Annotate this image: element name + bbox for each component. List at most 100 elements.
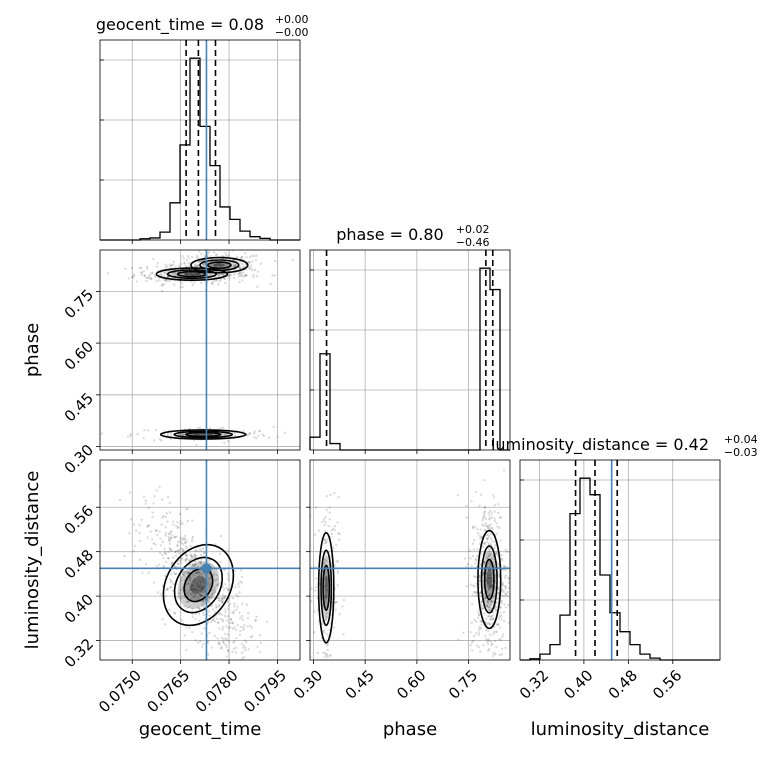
sample-point [487,637,490,641]
sample-point [487,526,491,530]
sample-point [166,495,170,499]
sample-point [488,546,491,550]
sample-point [470,621,473,624]
sample-point [234,585,237,589]
sample-point [155,489,158,492]
sample-point [199,553,202,557]
sample-point [500,618,503,621]
sample-point [484,543,487,546]
sample-point [239,257,243,260]
sample-point [180,618,184,622]
sample-point [217,272,220,276]
sample-point [185,554,189,558]
sample-point [152,439,156,442]
sample-point [477,627,481,631]
sample-point [470,603,474,606]
sample-point [221,597,224,600]
sample-point [325,494,329,498]
sample-point [485,604,489,607]
sample-point [187,571,191,575]
sample-point [487,622,491,626]
sample-point [195,591,198,594]
sample-point [159,593,162,596]
sample-point [165,560,168,564]
sample-point [160,439,163,442]
sample-point [157,563,161,566]
sample-point [196,273,199,276]
sample-point [241,266,245,269]
sample-point [488,633,492,636]
x-tick-label-phase: 0.30 [290,666,326,702]
sample-point [183,605,186,608]
sample-point [189,588,192,591]
sample-point [176,526,179,530]
sample-point [226,619,229,622]
sample-point [246,625,249,628]
y-tick-label-phase: 0.75 [61,286,97,322]
sample-point [242,271,245,274]
sample-point [465,516,468,519]
sample-point [184,541,187,544]
sample-point [484,578,488,581]
sample-point [322,562,326,565]
sample-point [219,427,223,430]
sample-point [200,585,203,589]
sample-point [324,585,327,589]
sample-point [240,279,244,282]
sample-point [485,556,489,560]
sample-point [333,525,337,528]
sample-point [236,605,239,608]
sample-point [147,571,150,574]
sample-point [488,584,491,588]
sample-point [336,583,339,587]
sample-point [233,626,236,629]
sample-point [500,590,504,594]
sample-point [471,584,475,587]
sample-point [200,594,204,598]
sample-point [148,277,152,280]
sample-point [488,554,491,558]
sample-point [193,263,197,266]
sample-point [189,579,192,582]
sample-point [217,596,220,600]
sample-point [253,436,256,439]
sample-point [220,597,224,601]
sample-point [470,500,473,503]
sample-point [166,275,169,278]
sample-point [181,433,184,436]
sample-point [506,590,509,594]
sample-point [174,524,178,527]
sample-point [457,638,460,641]
sample-point [241,657,244,660]
sample-point [491,617,495,620]
sample-point [145,265,149,269]
sample-point [194,639,198,642]
sample-point [469,557,472,560]
sample-point [233,570,237,573]
sample-point [213,611,217,614]
sample-point [180,282,184,285]
sample-point [225,655,228,658]
sample-point [483,597,487,600]
sample-point [510,538,512,540]
sample-point [171,556,175,559]
title-upper-error: +0.04 [724,433,758,446]
sample-point [164,574,167,578]
sample-point [200,587,203,591]
sample-point [162,275,165,278]
sample-point [132,274,136,278]
sample-point [161,516,164,519]
sample-point [504,592,508,596]
sample-point [182,257,185,260]
sample-point [181,522,184,525]
sample-point [335,683,337,685]
sample-point [496,597,499,601]
sample-point [216,606,219,609]
sample-point [200,588,204,591]
sample-point [482,541,485,545]
sample-point [183,570,187,574]
sample-point [221,593,225,597]
sample-point [190,555,194,558]
sample-point [138,523,141,527]
sample-point [193,593,197,597]
